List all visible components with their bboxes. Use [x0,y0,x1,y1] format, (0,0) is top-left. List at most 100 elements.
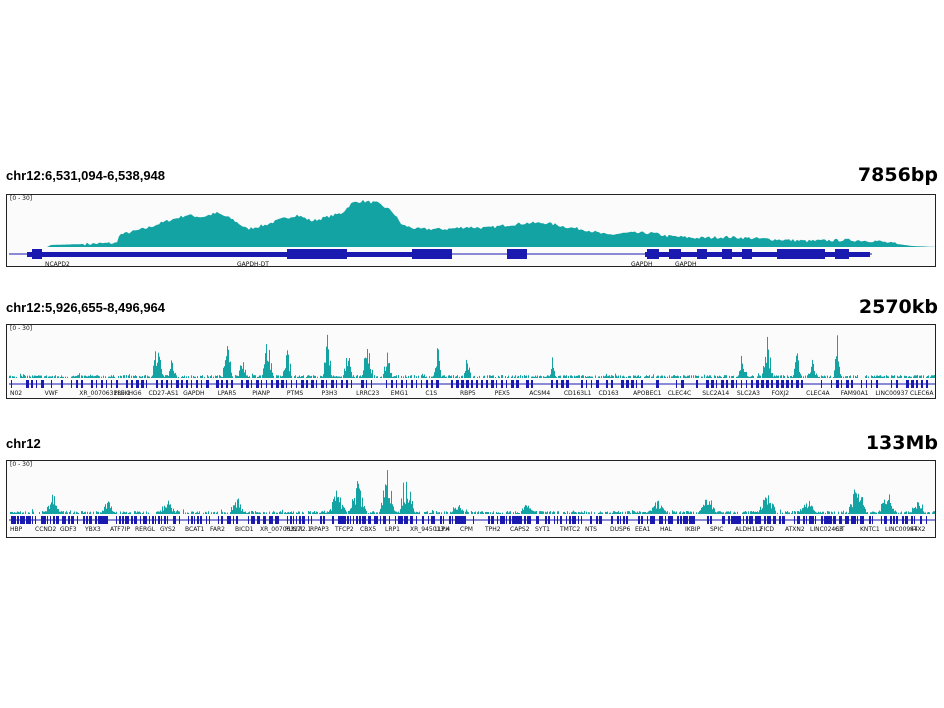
coverage-bar [398,375,399,378]
coverage-bar [881,504,882,514]
coverage-bar [591,511,592,514]
coverage-bar [893,376,894,378]
coverage-bar [173,370,174,378]
gene-exon [507,249,527,259]
coverage-bar [926,376,927,378]
coverage-bar [466,509,467,514]
gene-exon [336,380,337,388]
coverage-bar [313,375,314,378]
coverage-bar [65,512,66,514]
coverage-bar [713,507,714,514]
gene-exon [221,380,223,388]
gene-exon [89,516,92,524]
coverage-bar [73,512,74,514]
gene-exon [806,516,807,524]
coverage-bar [893,508,894,514]
coverage-bar [687,375,688,378]
gene-exon [471,380,473,388]
coverage-bar [746,371,747,378]
gene-exon [431,380,433,388]
coverage-bar [578,375,579,378]
coverage-bar [134,376,135,378]
gene-exon [17,516,19,524]
gene-exon [846,380,849,388]
coverage-bar [803,507,804,514]
gene-exon [452,516,453,524]
coverage-bar [934,375,935,378]
gene-exon [136,380,139,388]
gene-exon [496,380,497,388]
coverage-bar [237,499,238,514]
coverage-bar [70,510,71,514]
gene-exon [854,516,856,524]
gene-exon [47,516,48,524]
coverage-bar [303,375,304,378]
coverage-bar [806,503,807,514]
coverage-bar [640,375,641,378]
coverage-bar [450,376,451,378]
coverage-bar [422,373,423,378]
coverage-bar [603,375,604,378]
coverage-bar [733,375,734,378]
gene-exon [636,380,637,388]
gene-label: RBP5 [460,390,476,397]
coverage-bar [520,375,521,378]
coverage-bar [664,375,665,378]
gene-exon [436,380,439,388]
gene-exon [676,380,677,388]
gene-exon [689,516,692,524]
coverage-bar [160,510,161,514]
coverage-bar [459,376,460,378]
coverage-bar [789,512,790,514]
coverage-bar [438,349,439,378]
gene-exon [749,516,752,524]
coverage-bar [766,362,767,378]
coverage-bar [445,376,446,378]
coverage-bar [818,511,819,514]
coverage-bar [120,375,121,378]
coverage-bar [887,501,888,514]
coverage-bar [441,376,442,378]
coverage-bar [20,511,21,514]
gene-exon [871,380,872,388]
gene-exon [434,516,435,524]
coverage-bar [157,362,158,378]
coverage-bar [726,375,727,378]
gene-exon [149,516,150,524]
coverage-bar [725,375,726,378]
coverage-bar [124,375,125,378]
coverage-bar [232,376,233,378]
coverage-bar [366,358,367,378]
coverage-bar [352,499,353,514]
coverage-bar [426,376,427,378]
coverage-bar [859,502,860,514]
coverage-bar [217,511,218,514]
gene-exon [227,516,230,524]
coverage-bar [586,377,587,378]
coverage-bar [820,511,821,514]
coverage-bar [412,501,413,514]
coverage-bar [112,376,113,378]
coverage-bar [768,495,769,514]
coverage-bar [273,375,274,378]
coverage-bar [894,511,895,514]
gene-exon [128,516,129,524]
coverage-bar [892,508,893,514]
coverage-bar [299,511,300,514]
gene-exon [155,516,156,524]
coverage-bar [389,498,390,514]
coverage-bar [548,375,549,378]
coverage-bar [377,512,378,514]
coverage-bar [450,511,451,514]
coverage-bar [849,506,850,514]
coverage-bar [284,369,285,378]
coverage-bar [795,511,796,514]
coverage-bar [896,511,897,514]
gene-exon [398,516,401,524]
coverage-bar [582,375,583,378]
coverage-bar [810,372,811,378]
coverage-bar [179,511,180,514]
coverage-bar [314,511,315,514]
gene-exon [824,516,827,524]
gene-exon [406,380,407,388]
